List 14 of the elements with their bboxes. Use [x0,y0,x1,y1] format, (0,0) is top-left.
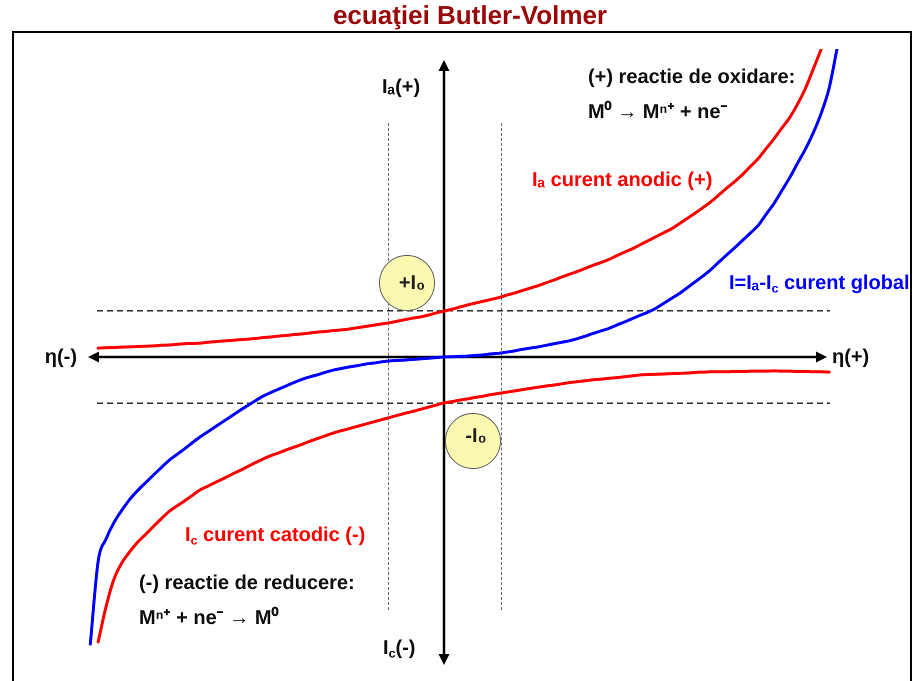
annotation: M⁰ → Mⁿ⁺ + ne⁻ [588,101,728,123]
annotation: (-) reactie de reducere: [139,572,355,594]
series-label: I=Iₐ-I$_{c}$ curent global [729,272,910,296]
annotation: Mⁿ⁺ + ne⁻ → M⁰ [139,607,278,629]
y-axis-title: Iₐ(+) [382,76,420,98]
x-axis-title: η(+) [832,346,870,368]
ref-line-label: -I₀ [465,425,487,448]
annotation: I$_{c}$(-) [383,637,416,661]
series-label: I$_{c}$ curent catodic (-) [185,524,366,548]
series-label: Iₐ curent anodic (+) [532,169,712,191]
annotation: η(-) [44,346,77,368]
chart-title: ecuaţiei Butler-Volmer [332,0,608,30]
ref-line-label: +I₀ [398,272,426,294]
annotation: (+) reactie de oxidare: [588,66,796,88]
